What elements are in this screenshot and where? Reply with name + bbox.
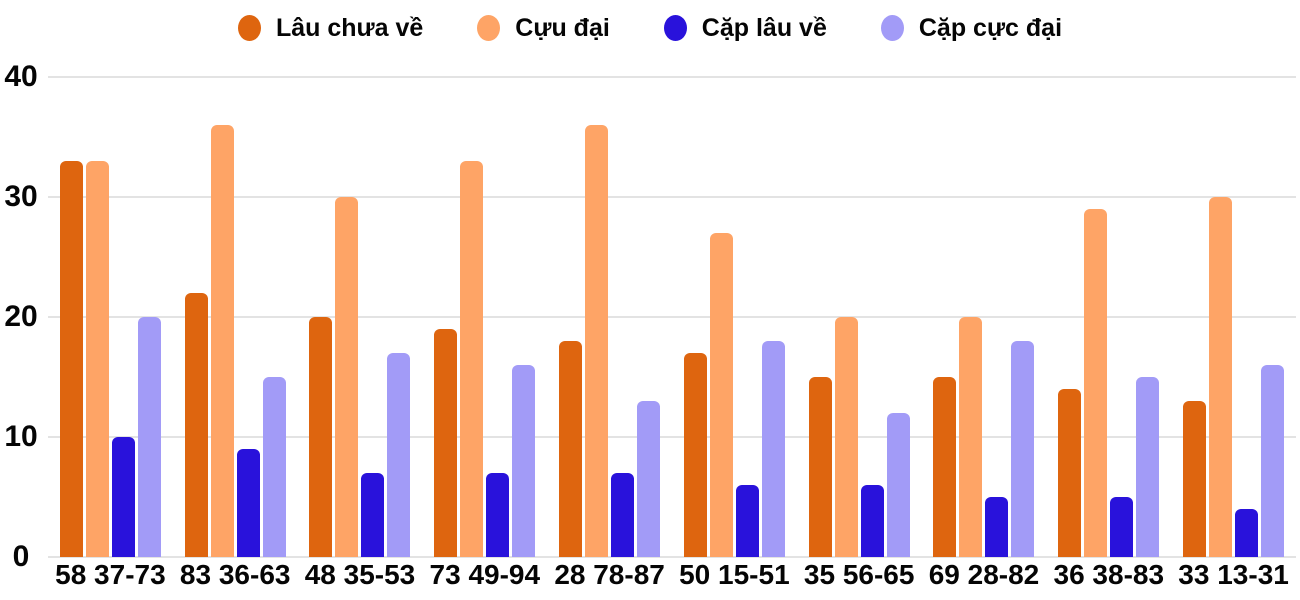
bar-series3-cat2 (387, 353, 411, 557)
legend-label: Cựu đại (515, 13, 610, 42)
x-tick-label: 73 49-94 (429, 559, 541, 590)
x-tick-label: 36 38-83 (1053, 559, 1165, 590)
bar-group-2 (298, 77, 423, 557)
bar-series1-cat9 (1209, 197, 1233, 557)
bar-series3-cat1 (262, 377, 286, 557)
bar-series1-cat8 (1084, 209, 1108, 557)
bar-series2-cat9 (1235, 509, 1259, 557)
legend-item-3: Cặp cực đại (880, 13, 1063, 43)
bar-series2-cat1 (236, 449, 260, 557)
x-tick-label: 33 13-31 (1178, 559, 1289, 590)
bar-series1-cat7 (959, 317, 983, 557)
gridline (48, 76, 1296, 78)
bar-series1-cat4 (585, 125, 609, 557)
y-tick-label: 0 (12, 540, 30, 573)
bar-series2-cat2 (361, 473, 385, 557)
x-tick-label: 83 36-63 (179, 559, 291, 590)
x-tick-label: 28 78-87 (554, 559, 665, 590)
legend-item-0: Lâu chưa về (237, 13, 424, 43)
bar-series0-cat8 (1058, 389, 1082, 557)
bar-series2-cat6 (860, 485, 884, 557)
legend-dot-icon (477, 15, 501, 41)
bar-series3-cat3 (512, 365, 536, 557)
x-tick-label: 50 15-51 (679, 559, 790, 590)
x-axis: 58 37-73 83 36-63 48 35-53 73 49-94 28 78-87… (48, 559, 1296, 596)
bar-series3-cat6 (886, 413, 910, 557)
bar-series3-cat0 (137, 317, 161, 557)
bar-series3-cat5 (761, 341, 785, 557)
bar-series1-cat5 (709, 233, 733, 557)
gridline (48, 556, 1296, 558)
bar-series3-cat4 (637, 401, 661, 557)
bar-series0-cat1 (184, 293, 208, 557)
legend-label: Lâu chưa về (275, 13, 424, 42)
y-tick-label: 20 (4, 300, 38, 333)
legend: Lâu chưa về Cựu đại Cặp lâu về Cặp cực đại (0, 8, 1300, 48)
bar-series1-cat1 (210, 125, 234, 557)
legend-item-2: Cặp lâu về (663, 13, 827, 43)
bar-group-0 (48, 77, 173, 557)
legend-dot-icon (237, 15, 261, 41)
legend-item-1: Cựu đại (477, 14, 610, 43)
gridline (48, 196, 1296, 198)
bar-series1-cat6 (834, 317, 858, 557)
gridline (48, 316, 1296, 318)
legend-label: Cặp lâu về (701, 13, 827, 42)
bar-series0-cat3 (434, 329, 458, 557)
legend-dot-icon (663, 15, 687, 41)
x-tick-label: 48 35-53 (304, 559, 416, 590)
legend-label: Cặp cực đại (918, 13, 1063, 42)
bar-group-6 (797, 77, 922, 557)
bar-series0-cat6 (808, 377, 832, 557)
bar-series2-cat3 (486, 473, 510, 557)
bar-group-5 (672, 77, 797, 557)
y-tick-label: 40 (4, 60, 38, 93)
x-tick-label: 69 28-82 (928, 559, 1040, 590)
bar-series1-cat0 (85, 161, 109, 557)
bar-series0-cat0 (59, 161, 83, 557)
bar-series3-cat9 (1261, 365, 1285, 557)
bar-series2-cat5 (735, 485, 759, 557)
bar-series0-cat4 (559, 341, 583, 557)
plot-area (48, 76, 1296, 558)
bar-group-9 (1171, 77, 1296, 557)
gridline (48, 436, 1296, 438)
bar-series0-cat2 (309, 317, 333, 557)
bar-groups (48, 77, 1296, 557)
bar-group-8 (1046, 77, 1171, 557)
bar-group-1 (173, 77, 298, 557)
y-tick-label: 10 (4, 420, 38, 453)
bar-series0-cat7 (933, 377, 957, 557)
y-axis: 0 10 20 30 40 (0, 62, 42, 572)
bar-series0-cat5 (683, 353, 707, 557)
bar-series1-cat2 (335, 197, 359, 557)
bar-series3-cat7 (1011, 341, 1035, 557)
bar-series0-cat9 (1183, 401, 1207, 557)
bar-series1-cat3 (460, 161, 484, 557)
bar-series2-cat4 (611, 473, 635, 557)
x-tick-label: 35 56-65 (803, 559, 915, 590)
bar-group-3 (422, 77, 547, 557)
legend-dot-icon (880, 15, 904, 41)
bar-series2-cat7 (985, 497, 1009, 557)
bar-group-7 (922, 77, 1047, 557)
bar-series2-cat0 (111, 437, 135, 557)
bar-series2-cat8 (1110, 497, 1134, 557)
bar-series3-cat8 (1136, 377, 1160, 557)
bar-group-4 (547, 77, 672, 557)
y-tick-label: 30 (4, 180, 38, 213)
x-tick-label: 58 37-73 (55, 559, 166, 590)
